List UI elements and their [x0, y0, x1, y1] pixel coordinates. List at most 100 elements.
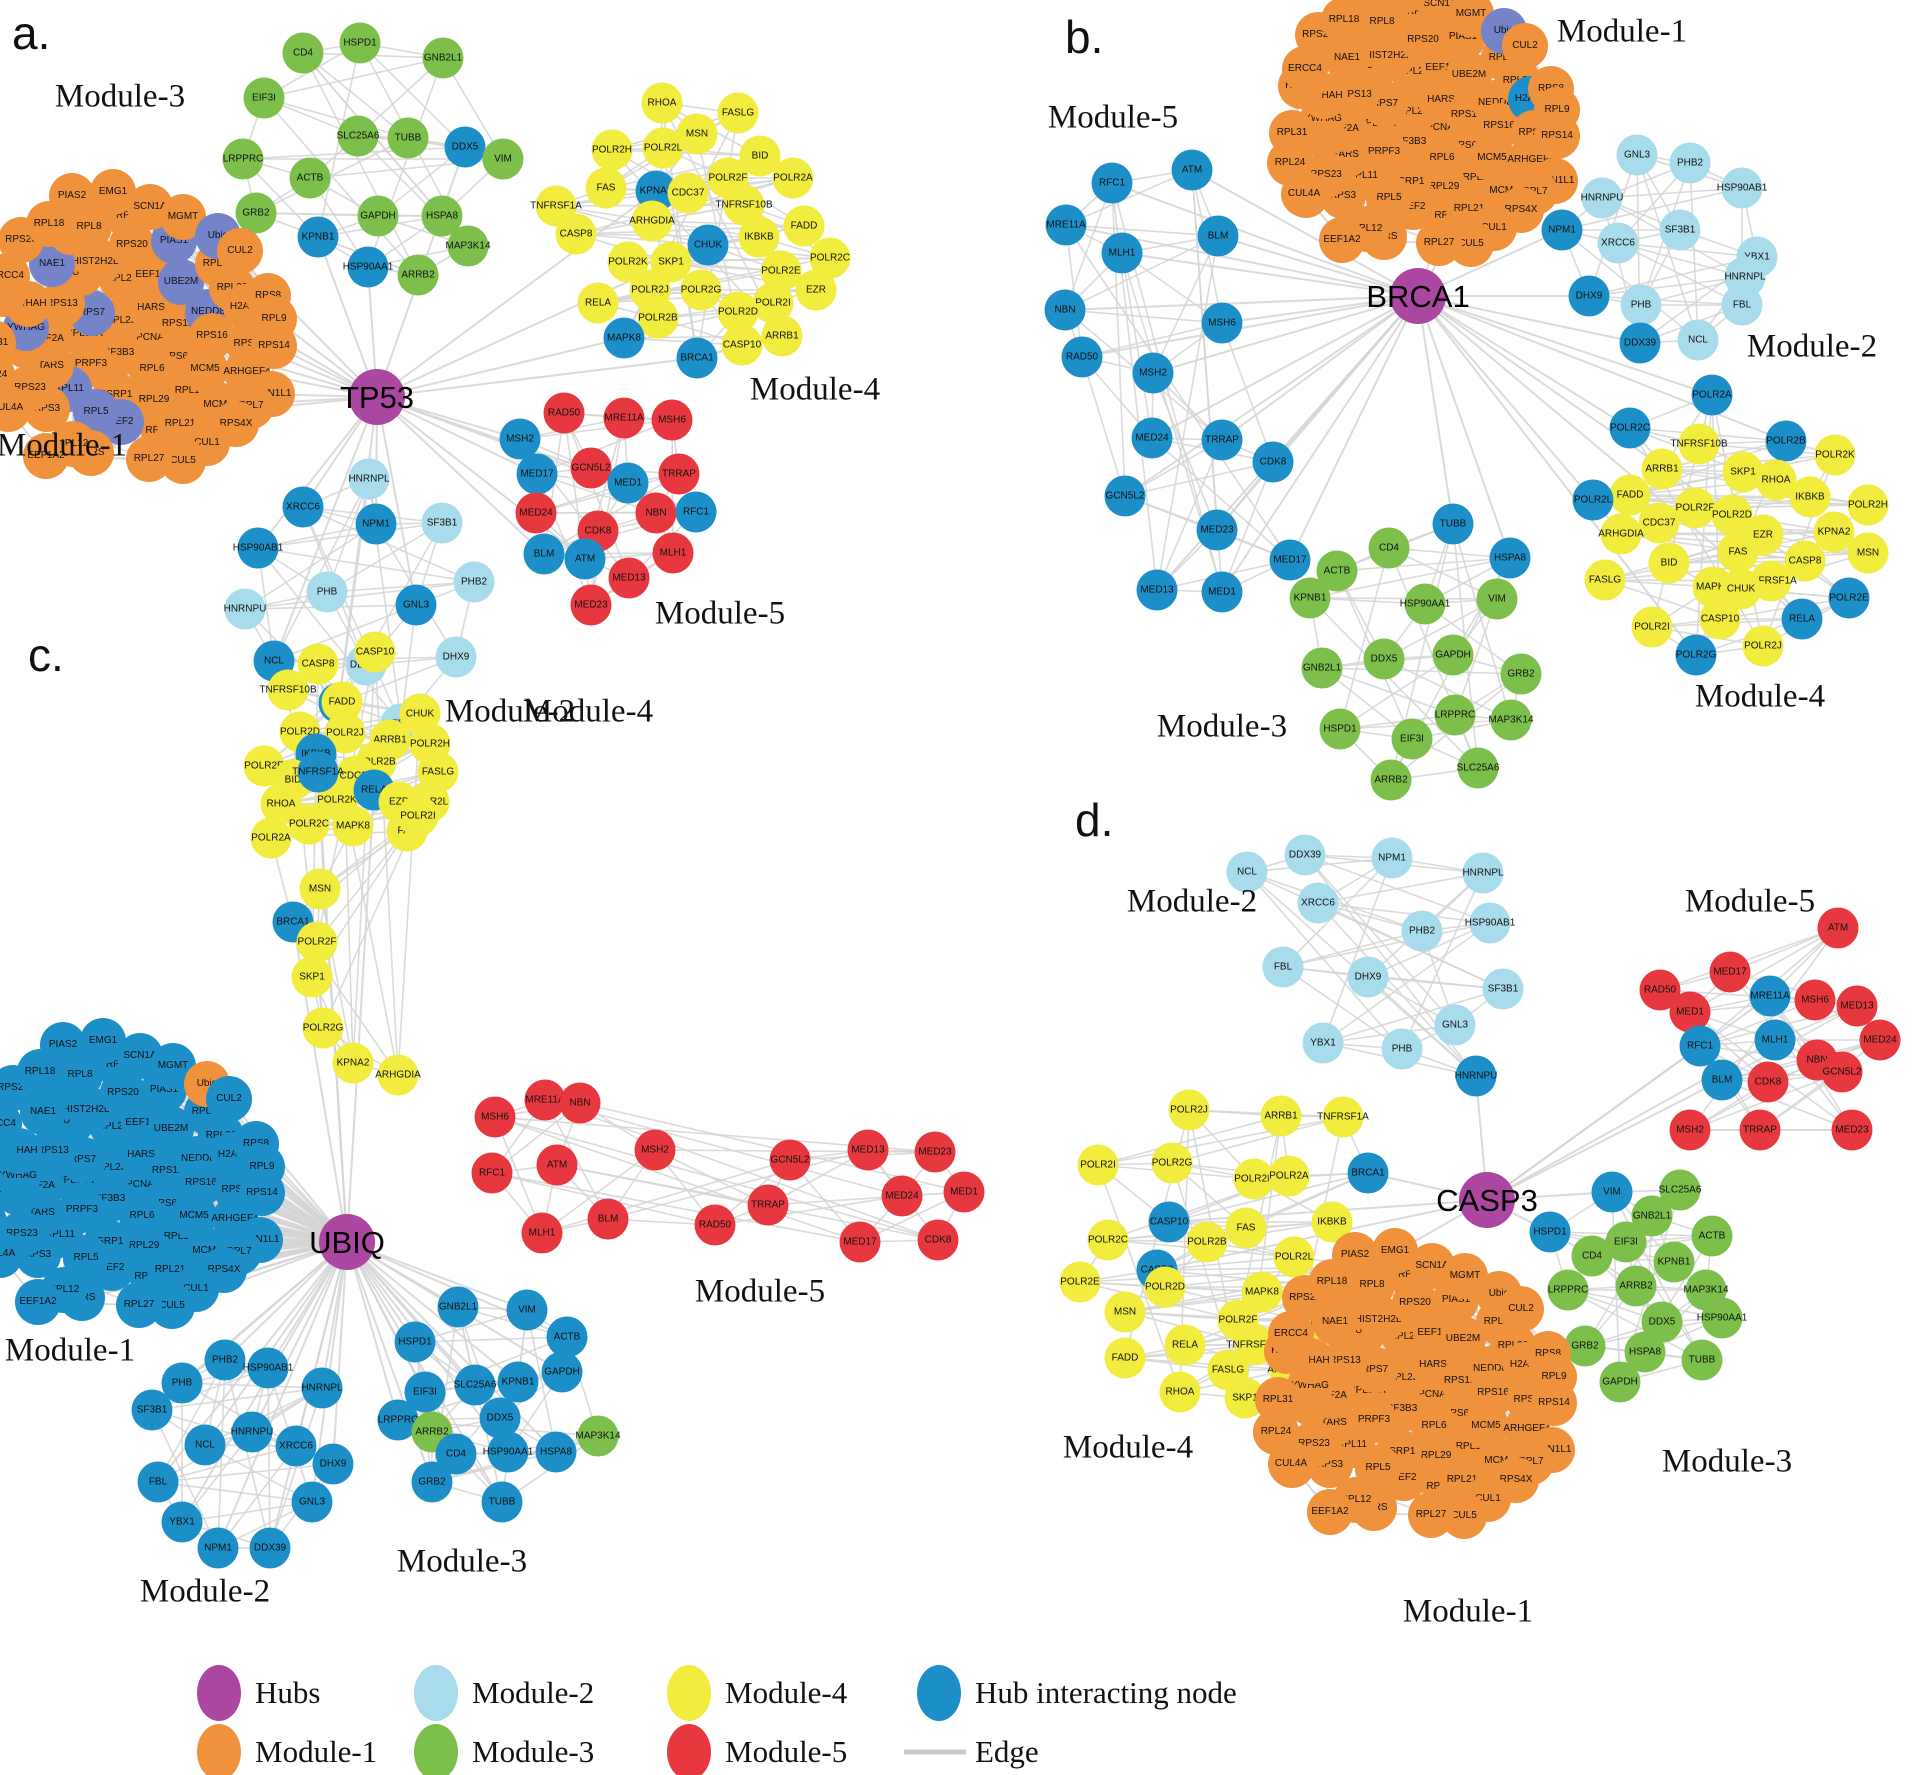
network-node-GNB2L1[interactable]: GNB2L1 [422, 37, 464, 79]
network-node-NBN[interactable]: NBN [1044, 289, 1086, 331]
network-node-KPNB1[interactable]: KPNB1 [1289, 577, 1331, 619]
network-node-EEF1A2[interactable]: EEF1A2 [15, 1279, 61, 1325]
network-node-MSN[interactable]: MSN [1104, 1291, 1146, 1333]
network-node-ARRB1[interactable]: ARRB1 [1260, 1095, 1302, 1137]
network-node-GAPDH[interactable]: GAPDH [1599, 1361, 1641, 1403]
network-node-ACTB[interactable]: ACTB [1691, 1215, 1733, 1257]
network-node-RFC1[interactable]: RFC1 [1091, 162, 1133, 204]
network-node-ARHGDIA[interactable]: ARHGDIA [375, 1054, 421, 1096]
network-node-FASLG[interactable]: FASLG [717, 92, 759, 134]
network-node-GNL3[interactable]: GNL3 [291, 1481, 333, 1523]
network-node-MSN[interactable]: MSN [1847, 532, 1889, 574]
network-node-POLR2J[interactable]: POLR2J [1742, 625, 1784, 667]
network-node-POLR2C[interactable]: POLR2C [288, 803, 330, 845]
network-node-MED13[interactable]: MED13 [847, 1129, 889, 1171]
network-node-HSP90AB1[interactable]: HSP90AB1 [1465, 902, 1515, 944]
network-node-TRRAP[interactable]: TRRAP [1739, 1109, 1781, 1151]
network-node-NBN[interactable]: NBN [559, 1082, 601, 1124]
network-node-MSH2[interactable]: MSH2 [1669, 1109, 1711, 1151]
network-node-KPNA2[interactable]: KPNA2 [332, 1042, 374, 1084]
network-node-HSPA8[interactable]: HSPA8 [535, 1431, 577, 1473]
network-node-RPL27[interactable]: RPL27 [1408, 1492, 1454, 1538]
network-node-VIM[interactable]: VIM [1591, 1171, 1633, 1213]
network-node-HSP90AB1[interactable]: HSP90AB1 [233, 527, 283, 569]
network-node-TRRAP[interactable]: TRRAP [1201, 419, 1243, 461]
network-node-GNB2L1[interactable]: GNB2L1 [1301, 647, 1343, 689]
network-node-SF3B1[interactable]: SF3B1 [131, 1389, 173, 1431]
network-node-POLR2A[interactable]: POLR2A [1268, 1155, 1310, 1197]
network-node-SF3B1[interactable]: SF3B1 [1659, 209, 1701, 251]
network-node-MED23[interactable]: MED23 [1196, 509, 1238, 551]
network-node-BID[interactable]: BID [1648, 542, 1690, 584]
network-node-HNRNPU[interactable]: HNRNPU [231, 1411, 273, 1453]
network-node-POLR2H[interactable]: POLR2H [1847, 484, 1889, 526]
network-node-EMG1[interactable]: EMG1 [80, 1018, 126, 1064]
network-node-MED24[interactable]: MED24 [515, 492, 557, 534]
network-node-DHX9[interactable]: DHX9 [1347, 956, 1389, 998]
network-node-POLR2G[interactable]: POLR2G [1151, 1142, 1193, 1184]
network-node-KPNB1[interactable]: KPNB1 [297, 216, 339, 258]
network-node-PHB2[interactable]: PHB2 [204, 1339, 246, 1381]
network-node-HSPD1[interactable]: HSPD1 [394, 1321, 436, 1363]
network-node-HSP90AB1[interactable]: HSP90AB1 [243, 1347, 293, 1389]
network-node-SLC25A6[interactable]: SLC25A6 [1457, 747, 1499, 789]
network-node-MSH6[interactable]: MSH6 [474, 1096, 516, 1138]
network-node-PHB2[interactable]: PHB2 [1401, 910, 1443, 952]
network-node-POLR2H[interactable]: POLR2H [591, 129, 633, 171]
network-node-CD4[interactable]: CD4 [282, 32, 324, 74]
network-node-RELA[interactable]: RELA [577, 282, 619, 324]
network-node-MAP3K14[interactable]: MAP3K14 [1488, 699, 1534, 741]
network-node-POLR2C[interactable]: POLR2C [1609, 407, 1651, 449]
network-node-MLH1[interactable]: MLH1 [652, 532, 694, 574]
network-node-EEF1A2[interactable]: EEF1A2 [1307, 1489, 1353, 1535]
network-node-VIM[interactable]: VIM [1476, 578, 1518, 620]
network-node-XRCC6[interactable]: XRCC6 [275, 1425, 317, 1467]
network-node-DHX9[interactable]: DHX9 [312, 1443, 354, 1485]
network-node-DHX9[interactable]: DHX9 [1568, 275, 1610, 317]
network-node-POLR2A[interactable]: POLR2A [1691, 374, 1733, 416]
network-node-RHOA[interactable]: RHOA [1159, 1371, 1201, 1413]
network-node-NPM1[interactable]: NPM1 [197, 1527, 239, 1569]
network-node-FASLG[interactable]: FASLG [1584, 559, 1626, 601]
network-node-HNRNPU[interactable]: HNRNPU [1455, 1055, 1497, 1097]
network-node-GNB2L1[interactable]: GNB2L1 [437, 1286, 479, 1328]
network-node-HSP90AA1[interactable]: HSP90AA1 [1400, 583, 1450, 625]
network-node-TUBB[interactable]: TUBB [1432, 503, 1474, 545]
network-node-BLM[interactable]: BLM [1701, 1059, 1743, 1101]
network-node-DDX5[interactable]: DDX5 [444, 126, 486, 168]
network-node-MSN[interactable]: MSN [299, 868, 341, 910]
network-node-CDK8[interactable]: CDK8 [1252, 441, 1294, 483]
network-node-CUL2[interactable]: CUL2 [1498, 1286, 1544, 1332]
network-node-RPL27[interactable]: RPL27 [126, 436, 172, 482]
network-node-FAS[interactable]: FAS [585, 167, 627, 209]
hub-node-UBIQ[interactable]: UBIQ [309, 1214, 385, 1270]
network-node-DDX39[interactable]: DDX39 [249, 1527, 291, 1569]
network-node-MED23[interactable]: MED23 [914, 1131, 956, 1173]
network-node-KPNB1[interactable]: KPNB1 [497, 1361, 539, 1403]
network-node-FBL[interactable]: FBL [1262, 946, 1304, 988]
network-node-ARRB1[interactable]: ARRB1 [761, 315, 803, 357]
network-node-BLM[interactable]: BLM [523, 533, 565, 575]
network-node-MED23[interactable]: MED23 [1831, 1109, 1873, 1151]
network-node-GRB2[interactable]: GRB2 [1500, 653, 1542, 695]
network-node-ARRB1[interactable]: ARRB1 [1641, 448, 1683, 490]
network-node-POLR2I[interactable]: POLR2I [1631, 606, 1673, 648]
network-node-MED17[interactable]: MED17 [839, 1221, 881, 1263]
hub-node-TP53[interactable]: TP53 [340, 369, 414, 425]
network-node-IKBKB[interactable]: IKBKB [1789, 476, 1831, 518]
network-node-VIM[interactable]: VIM [482, 138, 524, 180]
network-node-EIF3I[interactable]: EIF3I [243, 77, 285, 119]
network-node-MSH2[interactable]: MSH2 [1132, 352, 1174, 394]
network-node-MED13[interactable]: MED13 [608, 557, 650, 599]
network-node-TRRAP[interactable]: TRRAP [747, 1184, 789, 1226]
network-node-LRPPRC[interactable]: LRPPRC [222, 138, 264, 180]
network-node-RHOA[interactable]: RHOA [641, 82, 683, 124]
network-node-RAD50[interactable]: RAD50 [543, 392, 585, 434]
network-node-ARRB2[interactable]: ARRB2 [1370, 759, 1412, 801]
network-node-EZR[interactable]: EZR [795, 269, 837, 311]
network-node-EIF3I[interactable]: EIF3I [1391, 718, 1433, 760]
network-node-RPL27[interactable]: RPL27 [116, 1282, 162, 1328]
network-node-CASP10[interactable]: CASP10 [721, 324, 763, 366]
network-node-MLH1[interactable]: MLH1 [1101, 232, 1143, 274]
network-node-TUBB[interactable]: TUBB [387, 117, 429, 159]
